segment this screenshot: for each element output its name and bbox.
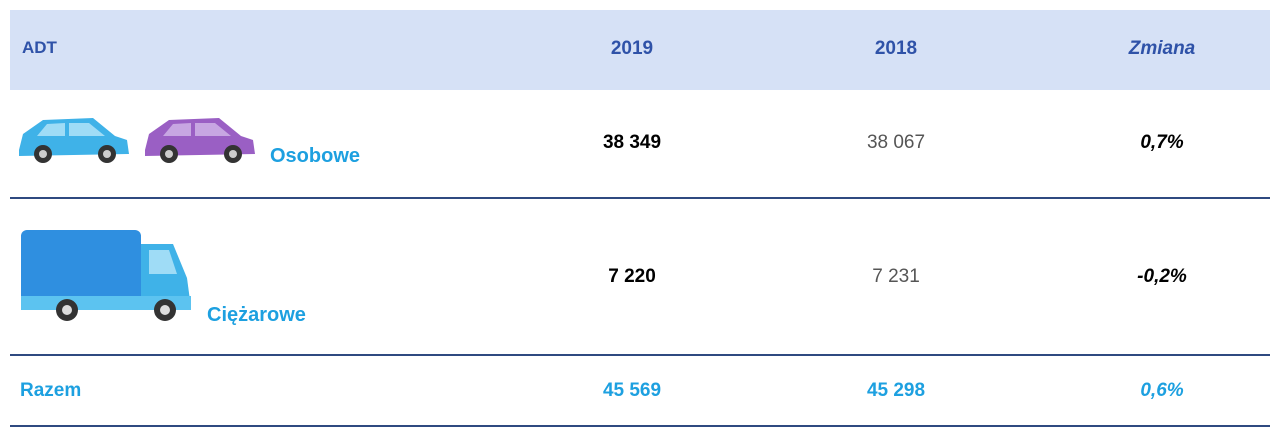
cell: 7 220 <box>608 266 656 287</box>
cell: -0,2% <box>1137 266 1187 287</box>
cell: 0,7% <box>1140 132 1184 153</box>
cell: 0,6% <box>1140 380 1184 401</box>
row-rule <box>10 354 1270 356</box>
row-label: Osobowe <box>270 145 361 167</box>
cell: 45 298 <box>866 380 926 401</box>
car <box>145 118 255 163</box>
cell: 38 067 <box>866 132 926 153</box>
row-rule <box>10 425 1270 427</box>
header-cell: Zmiana <box>1128 38 1196 59</box>
cell: 7 231 <box>872 266 920 287</box>
car-icons <box>19 118 255 163</box>
row-label: Ciężarowe <box>207 304 306 326</box>
cell: 45 569 <box>602 380 662 401</box>
header-cell: 2019 <box>610 38 654 59</box>
header-cell: ADT <box>22 38 57 57</box>
row-rule <box>10 197 1270 199</box>
row-label: Razem <box>20 380 82 401</box>
header-band <box>10 10 1270 90</box>
header-cell: 2018 <box>874 38 918 59</box>
cell: 38 349 <box>602 132 662 153</box>
truck-icon <box>21 230 191 321</box>
car <box>19 118 129 163</box>
